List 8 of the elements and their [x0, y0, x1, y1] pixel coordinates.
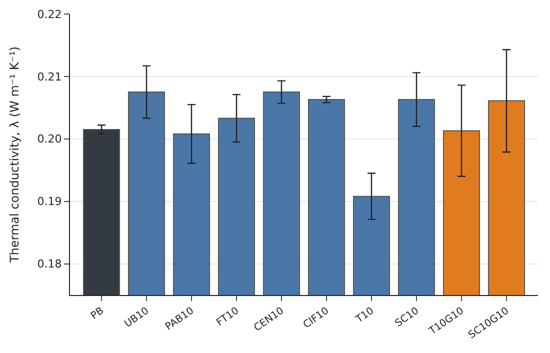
y-tick-label: 0.19	[37, 195, 62, 208]
x-tick-label: PB	[89, 305, 106, 322]
y-axis-title: Thermal conductivity, λ (W m⁻¹ K⁻¹)	[8, 46, 22, 264]
y-tick-label: 0.21	[37, 70, 62, 84]
x-tick-label: T10	[354, 306, 376, 326]
y-tick-label: 0.20	[37, 132, 62, 146]
y-tick-label: 0.18	[37, 258, 62, 271]
y-tick-label: 0.22	[37, 8, 62, 21]
